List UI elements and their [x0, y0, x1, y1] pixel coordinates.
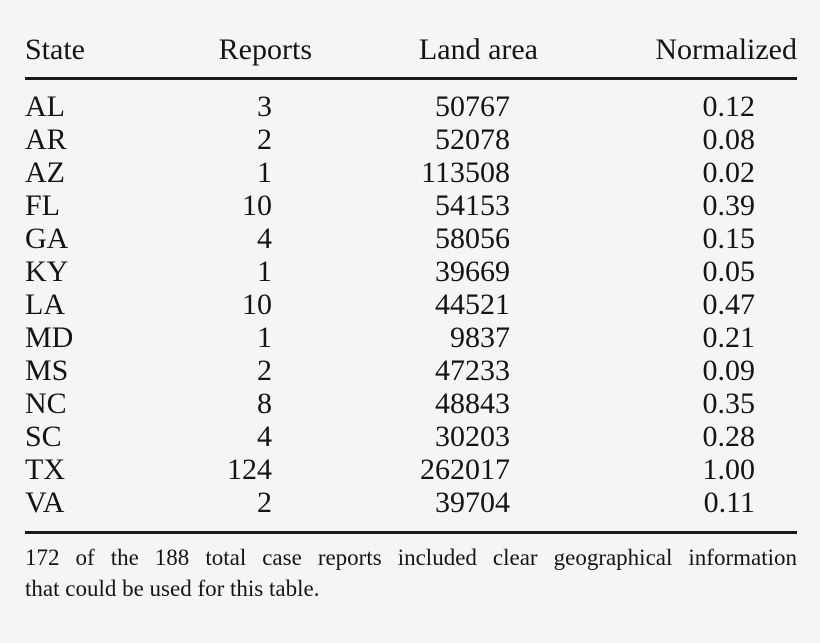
cell-normalized: 0.39: [702, 189, 756, 222]
cell-land-area: 30203: [435, 420, 510, 453]
table-footnote: 172 of the 188 total case reports includ…: [25, 542, 797, 604]
table-body: AL 3 50767 0.12 AR 2 52078 0.08 AZ 1 113508 0.02 FL 1…: [25, 79, 797, 534]
table-row: NC 8 48843 0.35: [25, 387, 797, 420]
footnote-line-1: 172 of the 188 total case reports includ…: [25, 545, 797, 570]
cell-reports: 10: [242, 288, 272, 321]
cell-normalized: 0.05: [702, 255, 756, 288]
table-row: MS 2 47233 0.09: [25, 354, 797, 387]
table-header: State Reports Land area Normalized: [25, 33, 797, 80]
column-header-normalized: Normalized: [545, 33, 797, 80]
cell-normalized: 0.21: [702, 321, 756, 354]
cell-land-area: 39669: [435, 255, 510, 288]
cell-normalized: 0.11: [545, 486, 797, 534]
cell-normalized: 0.47: [702, 288, 756, 321]
table-row: FL 10 54153 0.39: [25, 189, 797, 222]
table-row: AL 3 50767 0.12: [25, 79, 797, 124]
cell-reports: 8: [257, 387, 272, 420]
cell-reports: 2: [257, 354, 272, 387]
table-row: TX 124 262017 1.00: [25, 453, 797, 486]
column-header-reports: Reports: [115, 33, 320, 80]
table-row: VA 2 39704 0.11: [25, 486, 797, 534]
cell-reports: 2: [115, 486, 320, 534]
cell-state: MS: [25, 354, 69, 387]
cell-reports: 3: [257, 90, 272, 123]
cell-normalized: 0.08: [702, 123, 756, 156]
cell-reports: 4: [257, 222, 272, 255]
cell-state: VA: [25, 486, 115, 534]
footnote-line-2: that could be used for this table.: [25, 576, 320, 601]
cell-reports: 1: [257, 255, 272, 288]
table-row: MD 1 9837 0.21: [25, 321, 797, 354]
cell-land-area: 52078: [435, 123, 510, 156]
cell-state: KY: [25, 255, 69, 288]
cell-state: AL: [25, 90, 65, 123]
table-row: KY 1 39669 0.05: [25, 255, 797, 288]
cell-state: LA: [25, 288, 65, 321]
cell-normalized: 1.00: [702, 453, 756, 486]
cell-land-area: 44521: [435, 288, 510, 321]
cell-normalized: 0.02: [702, 156, 756, 189]
cell-normalized: 0.28: [702, 420, 756, 453]
cell-land-area: 48843: [435, 387, 510, 420]
cell-state: MD: [25, 321, 74, 354]
cell-state: AZ: [25, 156, 65, 189]
cell-normalized: 0.12: [702, 90, 756, 123]
column-header-state: State: [25, 33, 115, 80]
cell-reports: 2: [257, 123, 272, 156]
cell-state: FL: [25, 189, 61, 222]
table-row: AR 2 52078 0.08: [25, 123, 797, 156]
cell-reports: 124: [227, 453, 272, 486]
cell-reports: 4: [257, 420, 272, 453]
page: State Reports Land area Normalized AL 3 50…: [25, 33, 797, 604]
cell-normalized: 0.35: [702, 387, 756, 420]
table-row: GA 4 58056 0.15: [25, 222, 797, 255]
state-reports-table: State Reports Land area Normalized AL 3 50…: [25, 33, 797, 534]
cell-state: GA: [25, 222, 69, 255]
column-header-land-area: Land area: [320, 33, 545, 80]
cell-land-area: 54153: [435, 189, 510, 222]
cell-normalized: 0.09: [702, 354, 756, 387]
cell-reports: 1: [257, 321, 272, 354]
cell-land-area: 262017: [420, 453, 510, 486]
cell-land-area: 58056: [435, 222, 510, 255]
cell-reports: 10: [242, 189, 272, 222]
cell-land-area: 50767: [435, 90, 510, 123]
table-row: LA 10 44521 0.47: [25, 288, 797, 321]
cell-land-area: 113508: [421, 156, 510, 189]
cell-land-area: 9837: [450, 321, 510, 354]
cell-reports: 1: [257, 156, 272, 189]
cell-normalized: 0.15: [702, 222, 756, 255]
cell-state: NC: [25, 387, 67, 420]
cell-state: SC: [25, 420, 62, 453]
table-row: AZ 1 113508 0.02: [25, 156, 797, 189]
table-row: SC 4 30203 0.28: [25, 420, 797, 453]
cell-state: AR: [25, 123, 67, 156]
cell-land-area: 47233: [435, 354, 510, 387]
header-row: State Reports Land area Normalized: [25, 33, 797, 80]
cell-land-area: 39704: [320, 486, 545, 534]
cell-state: TX: [25, 453, 65, 486]
